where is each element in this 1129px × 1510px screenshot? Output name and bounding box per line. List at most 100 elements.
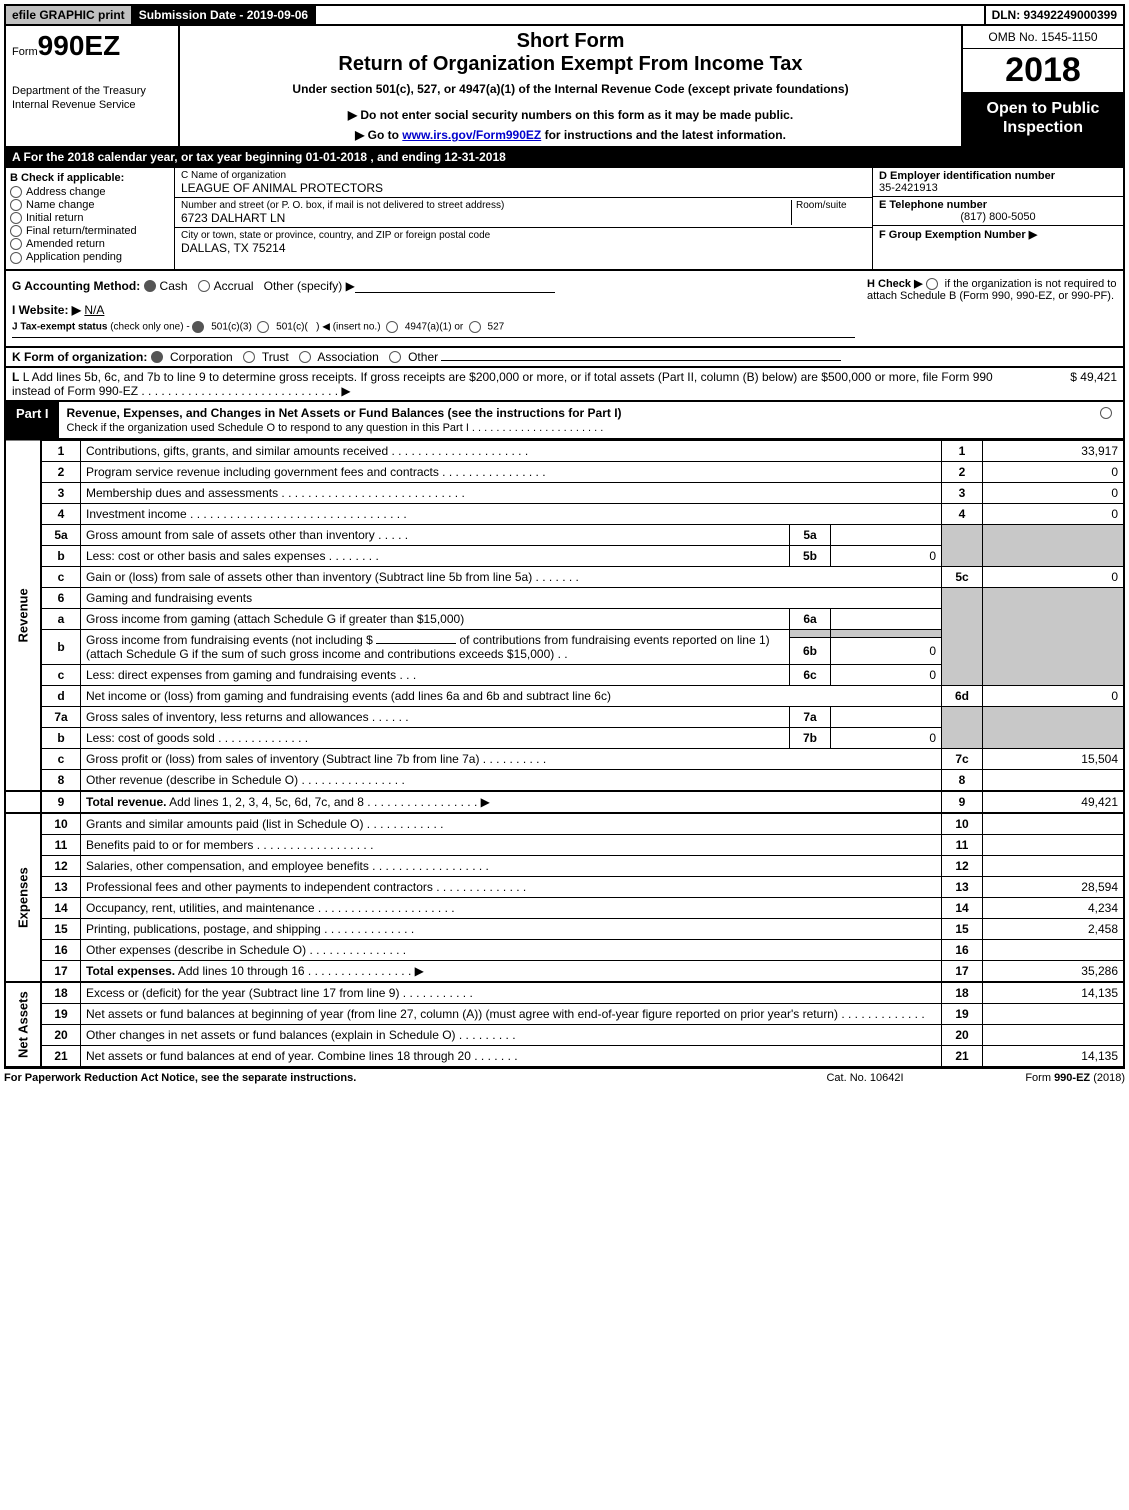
group-exemption-cell: F Group Exemption Number ▶ bbox=[873, 226, 1123, 243]
radio-icon[interactable] bbox=[198, 280, 210, 292]
section-l: L L Add lines 5b, 6c, and 7b to line 9 t… bbox=[4, 368, 1125, 402]
line-5c: c Gain or (loss) from sale of assets oth… bbox=[5, 566, 1124, 587]
efile-print-label[interactable]: efile GRAPHIC print bbox=[6, 6, 133, 24]
line-inval: 0 bbox=[831, 727, 942, 748]
page-footer: For Paperwork Reduction Act Notice, see … bbox=[4, 1068, 1125, 1084]
g-accrual: Accrual bbox=[214, 279, 254, 293]
website-value: N/A bbox=[84, 303, 104, 317]
line-desc: Gaming and fundraising events bbox=[81, 587, 942, 608]
line-innum: 6a bbox=[790, 608, 831, 629]
line-num: 8 bbox=[41, 769, 81, 791]
netassets-vertical-label: Net Assets bbox=[5, 982, 41, 1067]
line-rnum: 16 bbox=[942, 939, 983, 960]
radio-filled-icon[interactable] bbox=[192, 321, 204, 333]
radio-icon[interactable] bbox=[926, 278, 938, 290]
line-rnum: 17 bbox=[942, 960, 983, 982]
line-6d: d Net income or (loss) from gaming and f… bbox=[5, 685, 1124, 706]
radio-icon[interactable] bbox=[299, 351, 311, 363]
line-desc: Net assets or fund balances at beginning… bbox=[81, 1003, 942, 1024]
l-body: L Add lines 5b, 6c, and 7b to line 9 to … bbox=[12, 370, 993, 398]
line-5a: 5a Gross amount from sale of assets othe… bbox=[5, 524, 1124, 545]
check-final-return[interactable]: Final return/terminated bbox=[10, 225, 170, 237]
org-name-cell: C Name of organization LEAGUE OF ANIMAL … bbox=[175, 168, 872, 198]
part1-checkbox[interactable] bbox=[1093, 402, 1123, 438]
line-rnum: 4 bbox=[942, 503, 983, 524]
line-rval: 28,594 bbox=[983, 876, 1125, 897]
check-application-pending[interactable]: Application pending bbox=[10, 251, 170, 263]
radio-icon[interactable] bbox=[389, 351, 401, 363]
i-prefix: I Website: ▶ bbox=[12, 303, 81, 317]
radio-icon bbox=[10, 212, 22, 224]
other-specify-line[interactable] bbox=[355, 292, 555, 293]
fundraising-amount-line[interactable] bbox=[376, 643, 456, 644]
opt-address-change: Address change bbox=[26, 186, 106, 198]
radio-icon bbox=[10, 186, 22, 198]
check-address-change[interactable]: Address change bbox=[10, 186, 170, 198]
section-d-e-f: D Employer identification number 35-2421… bbox=[873, 168, 1123, 269]
opt-initial-return: Initial return bbox=[26, 212, 83, 224]
l-amount: $ 49,421 bbox=[1017, 370, 1117, 398]
submission-date-button[interactable]: Submission Date - 2019-09-06 bbox=[133, 6, 316, 24]
dln-label: DLN: 93492249000399 bbox=[984, 6, 1123, 24]
form-number: 990 bbox=[38, 30, 85, 61]
line-rnum: 6d bbox=[942, 685, 983, 706]
phone-label: E Telephone number bbox=[879, 199, 1117, 211]
spacer bbox=[5, 791, 41, 813]
line-13: 13 Professional fees and other payments … bbox=[5, 876, 1124, 897]
irs-link[interactable]: www.irs.gov/Form990EZ bbox=[402, 128, 541, 142]
line-desc: Program service revenue including govern… bbox=[81, 461, 942, 482]
shaded-cell bbox=[942, 706, 983, 748]
return-title: Return of Organization Exempt From Incom… bbox=[188, 53, 953, 76]
check-name-change[interactable]: Name change bbox=[10, 199, 170, 211]
line-num: 18 bbox=[41, 982, 81, 1004]
line-14: 14 Occupancy, rent, utilities, and maint… bbox=[5, 897, 1124, 918]
check-initial-return[interactable]: Initial return bbox=[10, 212, 170, 224]
radio-icon bbox=[10, 252, 22, 264]
line-num: b bbox=[41, 629, 81, 664]
line-rval: 2,458 bbox=[983, 918, 1125, 939]
line-desc: Excess or (deficit) for the year (Subtra… bbox=[81, 982, 942, 1004]
revenue-vertical-label: Revenue bbox=[5, 440, 41, 791]
g-prefix: G Accounting Method: bbox=[12, 279, 144, 293]
line-desc: Printing, publications, postage, and shi… bbox=[81, 918, 942, 939]
shaded-cell bbox=[831, 629, 942, 638]
line-desc: Benefits paid to or for members . . . . … bbox=[81, 834, 942, 855]
line-desc: Less: direct expenses from gaming and fu… bbox=[81, 664, 790, 685]
line-rnum: 3 bbox=[942, 482, 983, 503]
check-amended-return[interactable]: Amended return bbox=[10, 238, 170, 250]
short-form-title: Short Form bbox=[188, 30, 953, 53]
radio-icon[interactable] bbox=[386, 321, 398, 333]
line-num: 7a bbox=[41, 706, 81, 727]
header-left: Form990EZ Department of the Treasury Int… bbox=[6, 26, 180, 146]
radio-icon bbox=[10, 199, 22, 211]
line-19: 19 Net assets or fund balances at beginn… bbox=[5, 1003, 1124, 1024]
radio-icon[interactable] bbox=[243, 351, 255, 363]
line-rval bbox=[983, 834, 1125, 855]
header-center: Short Form Return of Organization Exempt… bbox=[180, 26, 961, 146]
radio-filled-icon[interactable] bbox=[151, 351, 163, 363]
l6b-desc1: Gross income from fundraising events (no… bbox=[86, 633, 376, 647]
line-4: 4 Investment income . . . . . . . . . . … bbox=[5, 503, 1124, 524]
line-desc: Total expenses. Add lines 10 through 16 … bbox=[81, 960, 942, 982]
department-label: Department of the Treasury Internal Reve… bbox=[12, 84, 172, 113]
form-prefix: Form bbox=[12, 46, 38, 58]
section-c: C Name of organization LEAGUE OF ANIMAL … bbox=[175, 168, 873, 269]
line-innum: 7a bbox=[790, 706, 831, 727]
line-num: b bbox=[41, 545, 81, 566]
line-rval bbox=[983, 939, 1125, 960]
line-8: 8 Other revenue (describe in Schedule O)… bbox=[5, 769, 1124, 791]
radio-icon[interactable] bbox=[257, 321, 269, 333]
line-num: 2 bbox=[41, 461, 81, 482]
line-desc: Less: cost or other basis and sales expe… bbox=[81, 545, 790, 566]
radio-filled-icon[interactable] bbox=[144, 280, 156, 292]
omb-number: OMB No. 1545-1150 bbox=[963, 26, 1123, 49]
line-num: 15 bbox=[41, 918, 81, 939]
j-text: (check only one) - bbox=[110, 321, 192, 332]
line-desc: Membership dues and assessments . . . . … bbox=[81, 482, 942, 503]
line-num: 17 bbox=[41, 960, 81, 982]
section-b: B Check if applicable: Address change Na… bbox=[6, 168, 175, 269]
line-9: 9 Total revenue. Add lines 1, 2, 3, 4, 5… bbox=[5, 791, 1124, 813]
g-cash: Cash bbox=[160, 279, 188, 293]
line-desc: Total revenue. Add lines 1, 2, 3, 4, 5c,… bbox=[81, 791, 942, 813]
radio-icon[interactable] bbox=[469, 321, 481, 333]
